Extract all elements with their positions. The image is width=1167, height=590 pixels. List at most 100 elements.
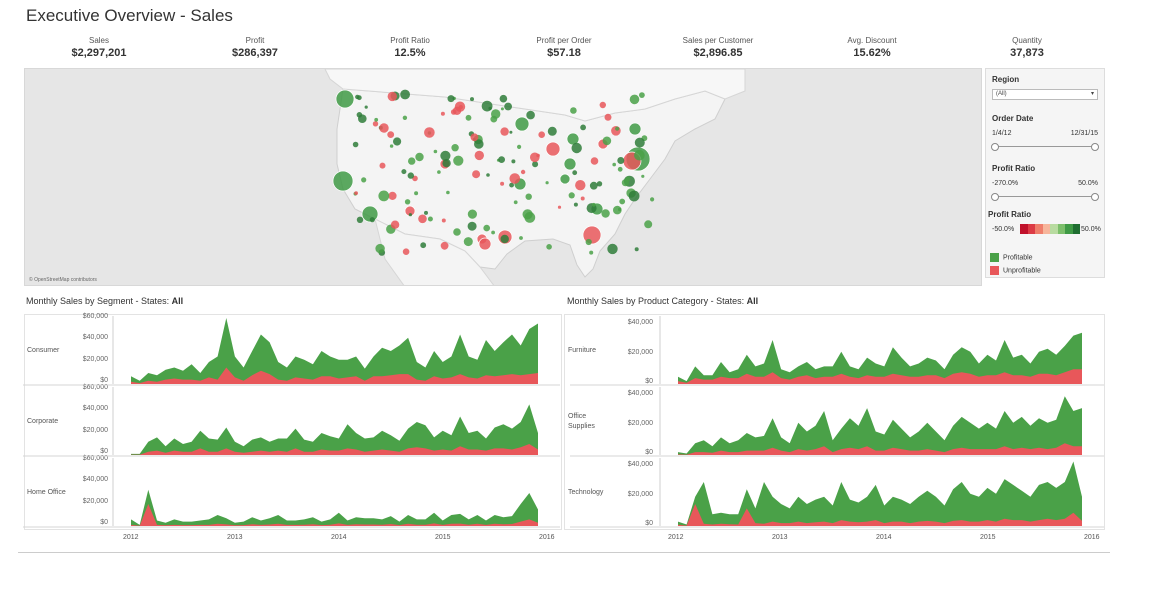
map-bubble <box>509 173 521 184</box>
kpi-value: 12.5% <box>394 47 426 59</box>
kpi-avg-discount[interactable]: Avg. Discount 15.62% <box>802 36 942 60</box>
map-bubble <box>570 107 577 114</box>
area-profitable-consumer[interactable] <box>131 318 538 384</box>
y-tick: $40,000 <box>627 319 653 327</box>
map-bubble <box>356 216 364 223</box>
area-profitable-technology[interactable] <box>678 461 1082 527</box>
y-tick: $60,000 <box>82 313 108 320</box>
y-tick: $0 <box>100 377 108 384</box>
y-tick: $0 <box>100 519 108 526</box>
segment-title-prefix: Monthly Sales by Segment - States: <box>26 296 172 306</box>
area-unprofitable-office-supplies[interactable] <box>678 443 1082 455</box>
map-bubble <box>580 196 585 201</box>
kpi-value: $57.18 <box>547 47 581 59</box>
order-date-min: 1/4/12 <box>992 130 1012 137</box>
sales-map[interactable]: © OpenStreetMap contributors <box>24 68 982 286</box>
area-unprofitable-furniture[interactable] <box>678 369 1082 384</box>
slider-handle-min[interactable] <box>991 193 999 201</box>
area-profitable-furniture[interactable] <box>678 332 1082 384</box>
segment-section-title: Monthly Sales by Segment - States: All <box>26 296 183 306</box>
x-tick-2015: 2015 <box>435 534 451 541</box>
kpi-sales-per-customer[interactable]: Sales per Customer $2,896.85 <box>648 36 788 60</box>
map-bubble <box>453 228 461 236</box>
area-profitable-home-office[interactable] <box>131 489 538 526</box>
map-bubble <box>517 144 522 149</box>
kpi-sales[interactable]: Sales $2,297,201 <box>29 36 169 60</box>
chevron-down-icon: ▾ <box>1090 91 1094 97</box>
x-tick-2014: 2014 <box>331 534 347 541</box>
map-bubble <box>452 106 462 115</box>
map-bubble <box>470 97 474 102</box>
legend-title: Profit Ratio <box>988 210 1032 219</box>
legend-swatch <box>1050 224 1058 234</box>
map-bubble <box>446 190 450 195</box>
legend-swatch <box>1057 224 1065 234</box>
map-bubble <box>408 213 412 217</box>
area-unprofitable-technology[interactable] <box>678 504 1082 526</box>
area-unprofitable-corporate[interactable] <box>131 444 538 455</box>
order-date-range: 1/4/12 12/31/15 <box>992 130 1098 137</box>
map-bubble <box>483 224 491 232</box>
x-tick-2013: 2013 <box>772 534 788 541</box>
profit-ratio-slider[interactable] <box>991 193 1099 201</box>
map-bubble <box>415 152 424 162</box>
map-bubble <box>612 162 616 167</box>
kpi-profit-ratio[interactable]: Profit Ratio 12.5% <box>340 36 480 60</box>
legend-max: 50.0% <box>1081 226 1101 233</box>
slider-handle-min[interactable] <box>991 143 999 151</box>
map-bubble <box>536 153 540 158</box>
profit-ratio-max: 50.0% <box>1078 180 1098 187</box>
kpi-profit-per-order[interactable]: Profit per Order $57.18 <box>494 36 634 60</box>
area-profitable-corporate[interactable] <box>131 404 538 455</box>
map-bubble <box>427 216 433 222</box>
kpi-label: Sales per Customer <box>682 36 754 45</box>
map-bubble <box>509 182 514 188</box>
map-bubble <box>500 127 509 136</box>
map-credit: © OpenStreetMap contributors <box>29 277 97 283</box>
category-title-prefix: Monthly Sales by Product Category - Stat… <box>567 296 747 306</box>
kpi-bar: Sales $2,297,201 Profit $286,397 Profit Ra… <box>24 36 1104 66</box>
y-tick: $0 <box>645 520 653 527</box>
map-bubble <box>478 237 492 251</box>
profit-ratio-min: -270.0% <box>992 180 1019 187</box>
area-profitable-office-supplies[interactable] <box>678 396 1082 455</box>
map-bubble <box>547 126 557 136</box>
legend-swatch <box>1035 224 1043 234</box>
map-bubble <box>356 95 362 101</box>
map-bubble <box>364 105 368 109</box>
map-bubble <box>639 92 645 98</box>
region-select[interactable]: (All) ▾ <box>992 89 1098 100</box>
order-date-slider[interactable] <box>991 143 1099 151</box>
map-bubble <box>628 122 642 136</box>
map-bubble <box>601 209 610 218</box>
map-bubble <box>378 190 390 202</box>
page-title: Executive Overview - Sales <box>26 6 233 25</box>
bottom-divider <box>18 552 1110 553</box>
area-unprofitable-consumer[interactable] <box>131 367 538 385</box>
segment-title-value: All <box>171 296 184 306</box>
map-bubble <box>440 241 449 250</box>
map-bubble <box>628 190 640 202</box>
slider-handle-max[interactable] <box>1091 193 1099 201</box>
map-bubble <box>634 137 645 148</box>
y-tick: $20,000 <box>82 426 108 434</box>
map-bubble <box>408 157 416 165</box>
kpi-profit[interactable]: Profit $286,397 <box>185 36 325 60</box>
map-bubble <box>400 89 410 100</box>
legend-unprofitable[interactable]: Unprofitable <box>990 266 1041 275</box>
region-label: Region <box>992 75 1020 84</box>
map-bubble <box>491 230 495 235</box>
map-bubble <box>387 91 397 102</box>
map-bubble <box>361 177 367 183</box>
map-bubble <box>463 237 473 247</box>
map-bubble <box>559 173 571 185</box>
category-chart-panel <box>564 314 1105 530</box>
y-tick: $20,000 <box>82 355 108 363</box>
map-bubble <box>390 220 400 229</box>
slider-handle-max[interactable] <box>1091 143 1099 151</box>
kpi-quantity[interactable]: Quantity 37,873 <box>957 36 1097 60</box>
map-canvas[interactable] <box>25 69 982 286</box>
map-bubble <box>472 170 481 179</box>
legend-profitable[interactable]: Profitable <box>990 253 1033 262</box>
map-bubble <box>354 191 358 195</box>
